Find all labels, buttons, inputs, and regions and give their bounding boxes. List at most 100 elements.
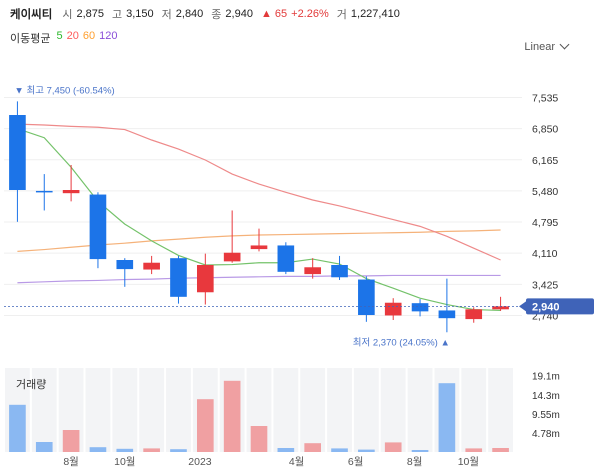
- current-price-pointer: [519, 301, 526, 312]
- volume-band: [166, 368, 191, 452]
- candle-body: [62, 190, 80, 194]
- low-value: 2,840: [175, 8, 204, 20]
- stock-name: 케이씨티: [10, 9, 53, 21]
- volume-bar: [358, 449, 375, 452]
- volume-bar: [411, 450, 429, 452]
- change-value: ▲ 65: [260, 8, 288, 20]
- volume-bar: [250, 426, 268, 452]
- candle-body: [143, 262, 160, 270]
- volume-bar: [384, 442, 402, 452]
- ma-legend-label: 이동평균: [10, 33, 51, 45]
- volume-band: [461, 368, 487, 452]
- candle-body: [9, 115, 26, 190]
- ma-60-item[interactable]: 60: [82, 30, 96, 42]
- price-tick-label: 7,535: [532, 93, 558, 105]
- close-label: 종: [211, 9, 222, 21]
- time-tick-label: 8월: [63, 456, 79, 468]
- price-header: 케이씨티 시 2,875 고 3,150 저 2,840 종 2,940 ▲ 6…: [10, 6, 404, 22]
- ma-20-item[interactable]: 20: [66, 30, 79, 42]
- price-tick-label: 6,850: [532, 124, 558, 136]
- volume-band: [273, 368, 299, 452]
- price-tick-label: 4,110: [532, 248, 558, 260]
- volume-bar: [170, 449, 187, 452]
- candle-body: [358, 279, 375, 315]
- volume-band: [300, 368, 326, 452]
- candle-body: [304, 267, 322, 275]
- volume-band: [488, 368, 513, 452]
- time-tick-label: 10월: [458, 456, 479, 468]
- time-tick-label: 10월: [114, 456, 135, 468]
- volume-label: 거: [336, 9, 347, 21]
- candle-body: [277, 245, 295, 272]
- price-tick-label: 5,480: [532, 186, 558, 198]
- low-annotation: 최저 2,370 (24.05%) ▲: [353, 337, 450, 348]
- candle-body: [170, 258, 187, 297]
- time-tick-label: 2023: [188, 456, 212, 468]
- candle-body: [438, 310, 456, 319]
- open-label: 시: [62, 9, 73, 21]
- close-value: 2,940: [225, 8, 253, 20]
- price-tick-label: 6,165: [532, 155, 558, 167]
- volume-bar: [89, 447, 107, 452]
- candle-body: [89, 194, 107, 260]
- volume-band: [407, 368, 433, 452]
- volume-bar: [492, 448, 509, 452]
- time-tick-label: 8월: [407, 456, 423, 468]
- volume-bar: [62, 430, 80, 452]
- ma-5-item[interactable]: 5: [56, 30, 63, 42]
- volume-bar: [223, 380, 241, 452]
- volume-bar: [331, 448, 348, 452]
- candle-body: [116, 260, 134, 270]
- volume-bar: [116, 448, 134, 452]
- scale-mode-dropdown[interactable]: Linear: [524, 39, 570, 53]
- ma-20-line: [17, 123, 501, 261]
- volume-panel-title: 거래량: [16, 379, 47, 391]
- candle-body: [465, 309, 483, 320]
- candle-body: [411, 303, 429, 312]
- candle-body: [35, 190, 53, 193]
- volume-bar: [438, 383, 456, 452]
- current-price-tag: [526, 298, 594, 315]
- price-tick-label: 3,425: [532, 279, 558, 291]
- volume-band: [327, 368, 352, 452]
- volume-bar: [277, 448, 295, 452]
- volume-bar: [304, 443, 322, 452]
- volume-bar: [9, 404, 26, 452]
- volume-tick-label: 19.1m: [532, 372, 560, 383]
- volume-bar: [465, 448, 483, 452]
- candle-body: [223, 252, 241, 262]
- candle-body: [196, 265, 214, 293]
- current-price-label: 2,940: [532, 301, 560, 313]
- candle-body: [492, 306, 509, 310]
- volume-value: 1,227,410: [350, 8, 400, 20]
- ma-120-item[interactable]: 120: [99, 30, 118, 42]
- candle-body: [384, 302, 402, 316]
- candle-body: [250, 245, 268, 250]
- open-value: 2,875: [76, 8, 104, 20]
- change-percent: +2.26%: [291, 8, 329, 20]
- ma-120-line: [17, 274, 501, 284]
- time-tick-label: 4월: [289, 456, 305, 468]
- volume-band: [85, 368, 111, 452]
- volume-band: [112, 368, 138, 452]
- volume-bar: [196, 399, 214, 452]
- volume-band: [139, 368, 165, 452]
- volume-tick-label: 9.55m: [532, 410, 560, 421]
- volume-bar: [35, 442, 53, 452]
- moving-average-legend[interactable]: 이동평균 5 20 60 120: [10, 30, 117, 46]
- high-annotation: ▼ 최고 7,450 (-60.54%): [14, 85, 114, 96]
- volume-band: [353, 368, 379, 452]
- high-value: 3,150: [126, 8, 154, 20]
- volume-tick-label: 14.3m: [532, 391, 560, 402]
- time-tick-label: 6월: [348, 456, 364, 468]
- volume-tick-label: 4.78m: [532, 429, 560, 440]
- price-tick-label: 4,795: [532, 217, 558, 229]
- scale-mode-label: Linear: [524, 41, 555, 53]
- low-label: 저: [161, 9, 172, 21]
- volume-band: [380, 368, 406, 452]
- volume-bar: [143, 448, 160, 452]
- volume-band: [31, 368, 57, 452]
- candle-body: [331, 265, 348, 278]
- high-label: 고: [111, 9, 123, 21]
